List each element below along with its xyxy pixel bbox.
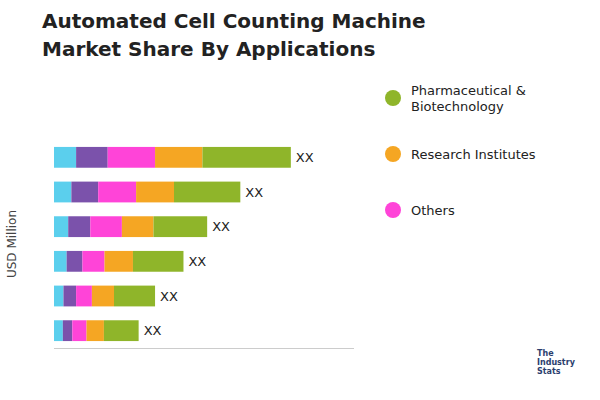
bar-segment	[54, 182, 71, 203]
legend: Pharmaceutical &Biotechnology Research In…	[385, 83, 536, 219]
bar-segment	[133, 251, 184, 272]
bar-segment	[155, 147, 202, 168]
bar-label: XX	[245, 185, 263, 200]
bar-segment	[108, 147, 155, 168]
x-axis-line	[54, 348, 354, 349]
credit: TheIndustryStats	[537, 349, 576, 376]
bar-segment	[92, 286, 114, 307]
bar-segment	[76, 286, 92, 307]
legend-swatch	[385, 146, 401, 162]
bar-label: XX	[296, 150, 314, 165]
text-line: Others	[411, 203, 455, 218]
bar-segment	[54, 147, 76, 168]
bar-segment	[63, 320, 72, 341]
bar-segment	[98, 182, 136, 203]
bar-label: XX	[144, 323, 162, 338]
legend-label: Research Institutes	[411, 147, 536, 162]
legend-label: Others	[411, 203, 455, 218]
legend-swatch	[385, 90, 401, 106]
bar-segment	[104, 320, 139, 341]
bar-segment	[54, 251, 67, 272]
bar-segment	[82, 251, 104, 272]
subtitle: Market Share By Applications	[42, 37, 375, 61]
bar-segment	[136, 182, 174, 203]
bar-segment	[67, 251, 83, 272]
bar-segment	[105, 251, 133, 272]
title: Automated Cell Counting Machine	[42, 9, 426, 33]
bar-segment	[87, 320, 104, 341]
bar-segment	[174, 182, 240, 203]
bar-label: XX	[188, 254, 206, 269]
text-line: Stats	[537, 367, 561, 376]
legend-swatch	[385, 202, 401, 218]
bar-segment	[202, 147, 290, 168]
text-line: Industry	[537, 358, 576, 367]
chart: Automated Cell Counting Machine Market Sh…	[0, 0, 600, 400]
text-line: Biotechnology	[411, 99, 504, 114]
text-line: Research Institutes	[411, 147, 536, 162]
bars	[54, 147, 291, 341]
legend-label: Pharmaceutical &Biotechnology	[411, 83, 526, 114]
y-axis-label: USD Million	[5, 210, 19, 278]
bar-segment	[63, 286, 76, 307]
bar-segment	[153, 216, 207, 237]
bar-segment	[54, 286, 63, 307]
bar-segment	[71, 182, 98, 203]
bar-label: XX	[160, 289, 178, 304]
bar-segment	[68, 216, 90, 237]
bar-segment	[122, 216, 154, 237]
bar-segment	[72, 320, 86, 341]
bar-segment	[114, 286, 155, 307]
bar-segment	[76, 147, 108, 168]
bar-segment	[54, 216, 68, 237]
text-line: Pharmaceutical &	[411, 83, 526, 98]
bar-label: XX	[212, 219, 230, 234]
bar-segment	[90, 216, 122, 237]
bar-segment	[54, 320, 63, 341]
text-line: The	[537, 349, 554, 358]
